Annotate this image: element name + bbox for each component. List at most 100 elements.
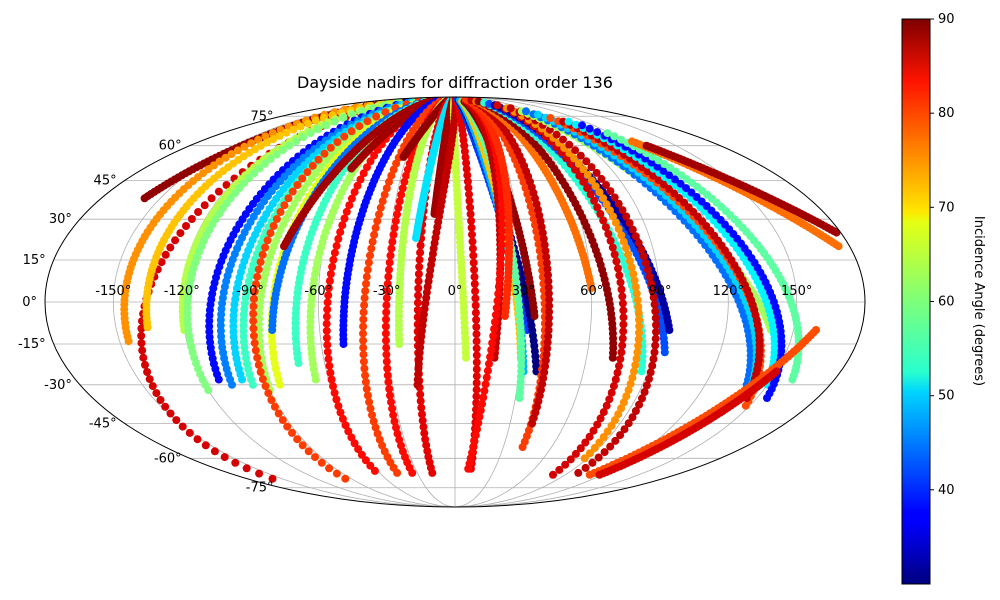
nadir-point	[280, 242, 288, 251]
nadir-point	[506, 104, 515, 113]
colorbar-tick-label: 60	[938, 295, 955, 310]
nadir-point	[322, 312, 331, 321]
nadir-point	[741, 401, 750, 410]
nadir-point	[261, 132, 270, 141]
nadir-point	[471, 301, 480, 310]
nadir-point	[763, 394, 771, 402]
nadir-point	[221, 153, 230, 162]
nadir-point	[216, 316, 225, 324]
nadir-point	[299, 133, 308, 142]
nadir-point	[264, 389, 273, 398]
nadir-point	[600, 448, 609, 457]
latitude-tick-label: 60°	[159, 139, 182, 154]
nadir-point	[322, 333, 331, 342]
nadir-point	[578, 121, 586, 130]
nadir-point	[304, 119, 313, 128]
nadir-point	[470, 272, 479, 281]
nadir-point	[472, 344, 481, 353]
nadir-point	[359, 357, 368, 366]
nadir-point	[462, 353, 470, 362]
nadir-point	[472, 351, 481, 360]
nadir-tracks	[120, 97, 843, 483]
nadir-point	[340, 214, 349, 223]
nadir-point	[413, 380, 422, 389]
nadir-point	[330, 117, 339, 126]
nadir-point	[518, 443, 527, 452]
nadir-point	[325, 277, 334, 285]
nadir-point	[350, 439, 359, 448]
nadir-point	[468, 237, 477, 246]
nadir-point	[359, 336, 368, 345]
nadir-point	[254, 135, 263, 144]
nadir-point	[472, 372, 481, 381]
latitude-tick-label: -75°	[246, 481, 274, 496]
nadir-point	[498, 227, 506, 235]
nadir-track	[205, 97, 436, 384]
latitude-tick-label: -60°	[154, 451, 182, 466]
nadir-point	[334, 402, 343, 411]
nadir-point	[361, 456, 370, 465]
nadir-point	[256, 141, 265, 150]
nadir-point	[564, 117, 573, 126]
nadir-point	[137, 339, 146, 348]
nadir-point	[228, 380, 236, 389]
nadir-point	[497, 254, 505, 263]
nadir-point	[470, 280, 479, 288]
nadir-point	[332, 469, 341, 478]
nadir-point	[272, 215, 281, 223]
nadir-point	[385, 258, 394, 267]
nadir-point	[493, 296, 502, 305]
nadir-point	[428, 468, 437, 477]
nadir-point	[497, 233, 506, 242]
nadir-point	[372, 112, 381, 121]
nadir-point	[651, 334, 660, 343]
nadir-point	[145, 375, 154, 384]
nadir-point	[222, 181, 231, 189]
nadir-point	[413, 298, 422, 307]
nadir-point	[330, 388, 339, 397]
nadir-point	[326, 270, 335, 278]
nadir-point	[323, 347, 332, 356]
nadir-point	[293, 435, 302, 444]
nadir-point	[471, 308, 480, 317]
nadir-point	[375, 210, 383, 219]
nadir-point	[124, 337, 133, 346]
nadir-point	[414, 277, 423, 286]
nadir-point	[256, 368, 265, 376]
nadir-point	[610, 250, 619, 259]
nadir-point	[283, 422, 292, 431]
nadir-point	[471, 294, 480, 303]
nadir-point	[156, 396, 165, 404]
nadir-point	[194, 208, 203, 216]
nadir-point	[555, 465, 564, 474]
nadir-point	[618, 292, 627, 301]
nadir-point	[652, 321, 660, 329]
colorbar	[901, 18, 931, 585]
nadir-point	[254, 360, 263, 369]
nadir-point	[387, 244, 396, 253]
nadir-point	[323, 340, 332, 349]
nadir-point	[347, 433, 356, 442]
nadir-point	[350, 188, 359, 197]
latitude-tick-label: 15°	[23, 253, 46, 268]
nadir-point	[386, 251, 395, 260]
nadir-point	[382, 315, 390, 324]
nadir-point	[608, 243, 617, 252]
nadir-point	[270, 402, 279, 411]
longitude-tick-label: 150°	[781, 284, 812, 299]
nadir-point	[472, 323, 481, 331]
nadir-point	[249, 317, 258, 326]
nadir-point	[368, 237, 377, 246]
nadir-point	[415, 255, 424, 264]
nadir-point	[393, 210, 401, 219]
nadir-point	[324, 354, 333, 363]
nadir-point	[267, 396, 276, 404]
nadir-point	[311, 453, 319, 462]
nadir-point	[534, 110, 542, 119]
nadir-point	[328, 262, 337, 271]
nadir-point	[152, 389, 161, 398]
latitude-tick-label: 30°	[49, 212, 72, 227]
nadir-point	[253, 272, 262, 281]
nadir-point	[382, 343, 391, 352]
